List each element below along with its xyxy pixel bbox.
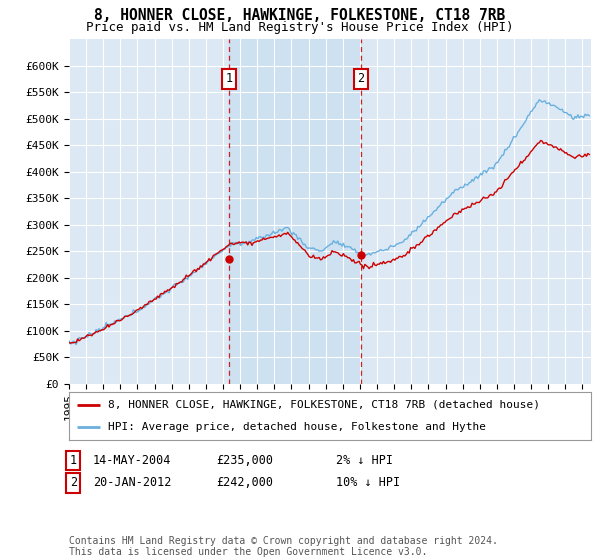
Text: 2% ↓ HPI: 2% ↓ HPI [336,454,393,467]
Text: 14-MAY-2004: 14-MAY-2004 [93,454,172,467]
Text: HPI: Average price, detached house, Folkestone and Hythe: HPI: Average price, detached house, Folk… [108,422,486,432]
Text: 2: 2 [357,72,364,86]
Text: 10% ↓ HPI: 10% ↓ HPI [336,476,400,489]
Text: 20-JAN-2012: 20-JAN-2012 [93,476,172,489]
Text: £242,000: £242,000 [216,476,273,489]
Text: 8, HONNER CLOSE, HAWKINGE, FOLKESTONE, CT18 7RB: 8, HONNER CLOSE, HAWKINGE, FOLKESTONE, C… [94,8,506,24]
Text: 8, HONNER CLOSE, HAWKINGE, FOLKESTONE, CT18 7RB (detached house): 8, HONNER CLOSE, HAWKINGE, FOLKESTONE, C… [108,400,540,410]
Text: £235,000: £235,000 [216,454,273,467]
Bar [229,39,361,384]
Text: 1: 1 [226,72,233,86]
Text: 2: 2 [70,476,77,489]
Text: 1: 1 [70,454,77,467]
Text: Price paid vs. HM Land Registry's House Price Index (HPI): Price paid vs. HM Land Registry's House … [86,21,514,34]
Text: Contains HM Land Registry data © Crown copyright and database right 2024.
This d: Contains HM Land Registry data © Crown c… [69,535,498,557]
